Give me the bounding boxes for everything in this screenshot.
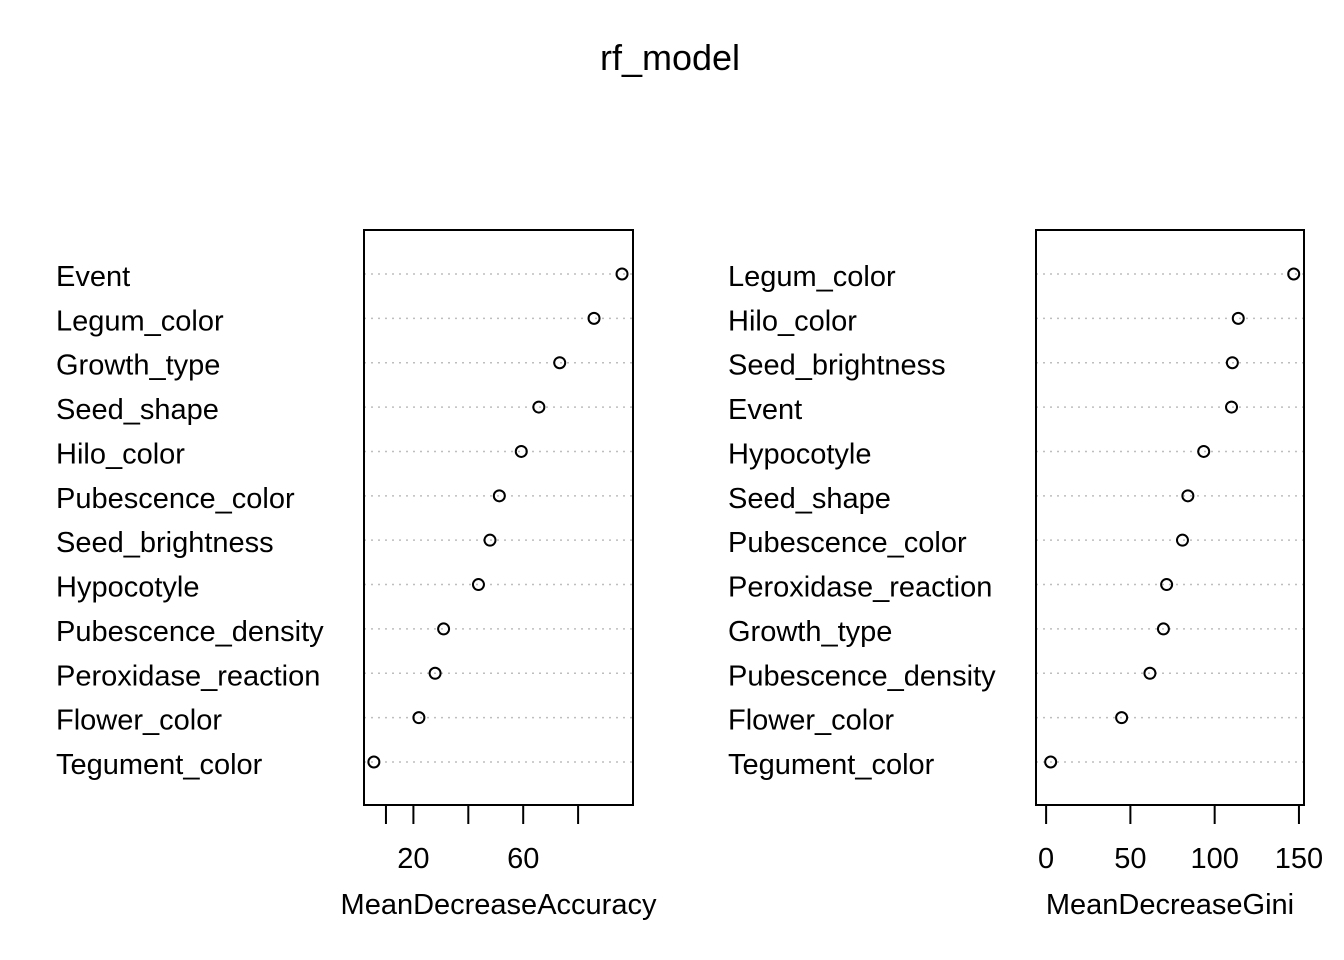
- accuracy-point: [492, 489, 506, 503]
- gini-x-tick-label: 0: [1038, 843, 1054, 875]
- accuracy-point: [532, 400, 546, 414]
- gini-x-tick-label: 100: [1190, 843, 1238, 875]
- accuracy-point: [428, 666, 442, 680]
- accuracy-category-label: Seed_brightness: [56, 527, 274, 559]
- gini-category-label: Peroxidase_reaction: [728, 572, 992, 604]
- gini-x-tick-label: 50: [1114, 843, 1146, 875]
- gini-category-label: Pubescence_color: [728, 527, 967, 559]
- gini-category-label: Event: [728, 394, 802, 426]
- accuracy-point: [553, 356, 567, 370]
- gini-category-label: Growth_type: [728, 616, 892, 648]
- gini-category-label: Hilo_color: [728, 305, 857, 337]
- gini-point: [1175, 533, 1189, 547]
- accuracy-category-label: Pubescence_color: [56, 483, 295, 515]
- accuracy-point: [437, 622, 451, 636]
- accuracy-point: [483, 533, 497, 547]
- accuracy-x-tick-label: 20: [397, 843, 429, 875]
- accuracy-point: [471, 578, 485, 592]
- gini-x-axis-label: MeanDecreaseGini: [1046, 889, 1294, 921]
- accuracy-point: [514, 444, 528, 458]
- accuracy-point: [587, 311, 601, 325]
- gini-point: [1231, 311, 1245, 325]
- accuracy-plot-frame: [363, 229, 634, 806]
- gini-category-label: Pubescence_density: [728, 660, 996, 692]
- gini-category-label: Seed_shape: [728, 483, 891, 515]
- accuracy-point: [615, 267, 629, 281]
- accuracy-point: [412, 711, 426, 725]
- accuracy-x-axis-label: MeanDecreaseAccuracy: [341, 889, 657, 921]
- gini-point: [1160, 578, 1174, 592]
- gini-plot-frame: [1035, 229, 1305, 806]
- accuracy-category-label: Pubescence_density: [56, 616, 324, 648]
- gini-point: [1197, 444, 1211, 458]
- gini-point: [1115, 711, 1129, 725]
- accuracy-category-label: Tegument_color: [56, 749, 263, 781]
- accuracy-category-label: Seed_shape: [56, 394, 219, 426]
- gini-point: [1181, 489, 1195, 503]
- accuracy-category-label: Flower_color: [56, 705, 222, 737]
- gini-point: [1225, 400, 1239, 414]
- accuracy-category-label: Hypocotyle: [56, 572, 199, 604]
- gini-category-label: Tegument_color: [728, 749, 935, 781]
- gini-point: [1225, 356, 1239, 370]
- accuracy-category-label: Peroxidase_reaction: [56, 660, 320, 692]
- accuracy-category-label: Hilo_color: [56, 438, 185, 470]
- accuracy-x-tick-label: 60: [507, 843, 539, 875]
- chart-title: rf_model: [600, 37, 740, 78]
- accuracy-category-label: Event: [56, 261, 130, 293]
- gini-point: [1156, 622, 1170, 636]
- gini-category-label: Flower_color: [728, 705, 894, 737]
- accuracy-point: [367, 755, 381, 769]
- accuracy-category-label: Growth_type: [56, 350, 220, 382]
- gini-category-label: Hypocotyle: [728, 438, 871, 470]
- gini-category-label: Legum_color: [728, 261, 896, 293]
- gini-category-label: Seed_brightness: [728, 350, 946, 382]
- gini-point: [1287, 267, 1301, 281]
- accuracy-category-label: Legum_color: [56, 305, 224, 337]
- gini-panel: Legum_color Hilo_color Seed_brightness Even…: [728, 229, 1323, 921]
- gini-x-tick-label: 150: [1275, 843, 1323, 875]
- gini-point: [1143, 666, 1157, 680]
- accuracy-panel: Event Legum_color Growth_type Seed_shape Hil…: [56, 229, 657, 921]
- gini-point: [1044, 755, 1058, 769]
